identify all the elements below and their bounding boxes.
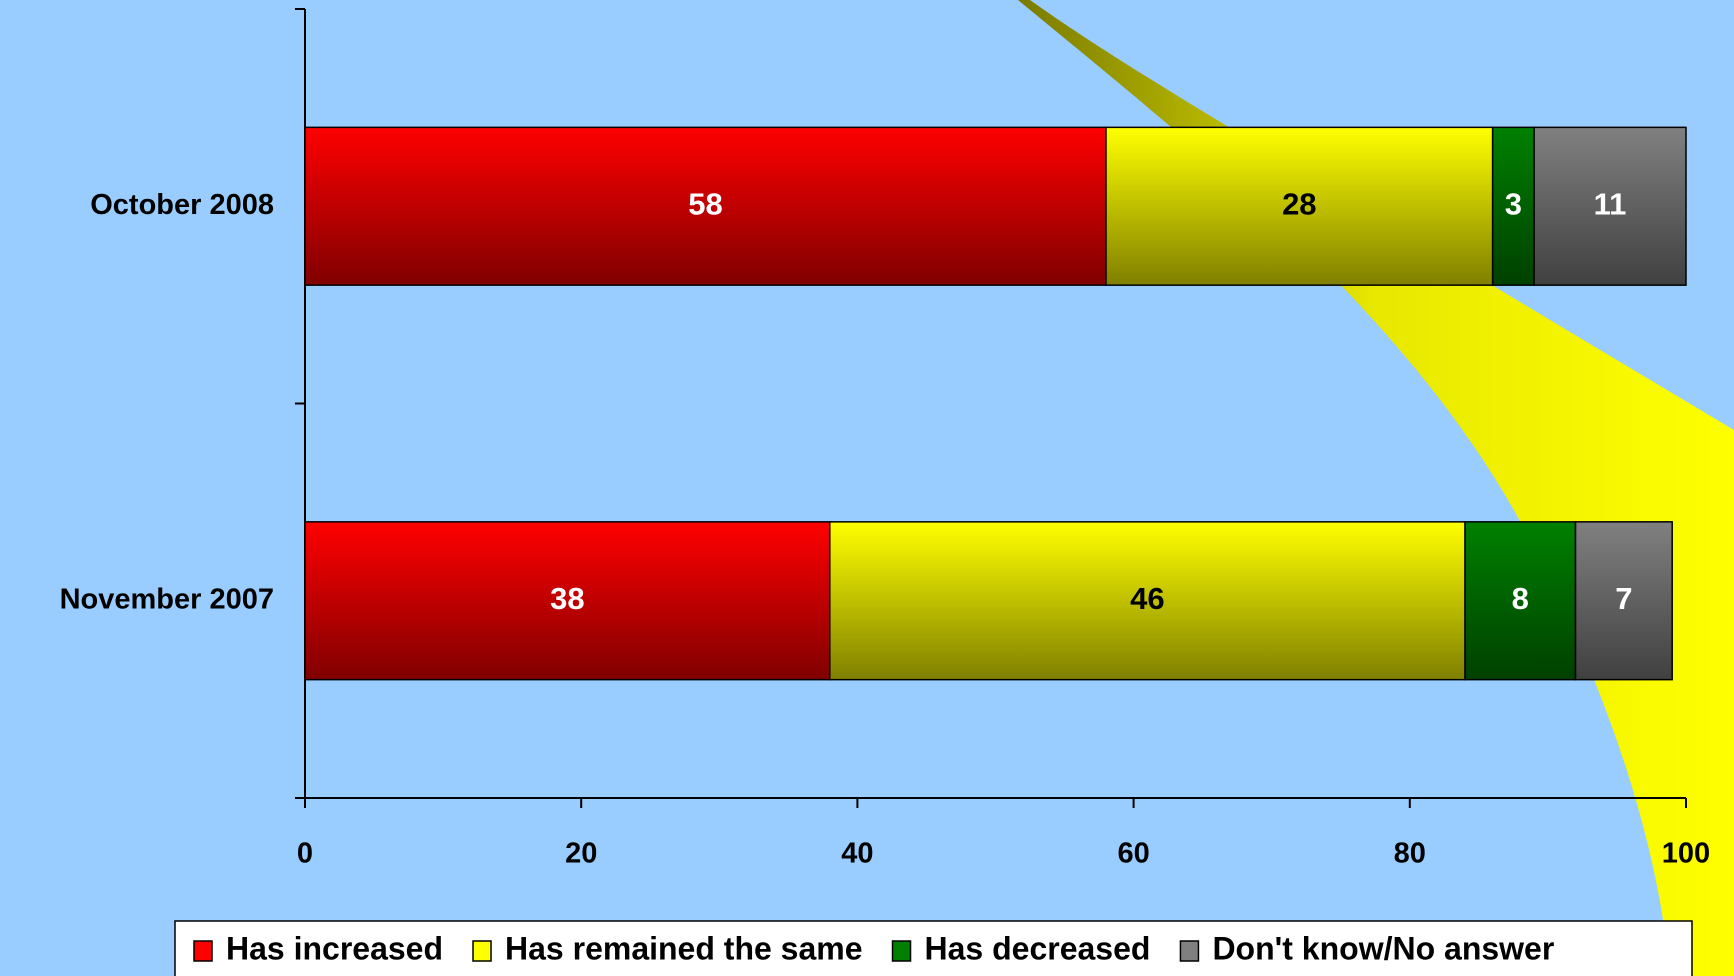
x-tick-label: 100: [1662, 838, 1710, 870]
bar-shade: [304, 521, 831, 681]
legend-label: Has increased: [226, 930, 443, 966]
bar-shade: [1105, 126, 1494, 286]
x-tick-label: 80: [1394, 838, 1426, 870]
legend-swatch: [1179, 940, 1200, 962]
data-label: 58: [688, 186, 722, 221]
legend-swatch: [472, 940, 492, 962]
legend-label: Has remained the same: [505, 930, 863, 966]
data-label: 8: [1512, 581, 1529, 616]
x-tick-label: 20: [565, 838, 597, 870]
data-label: 3: [1505, 186, 1522, 221]
bar-shade: [304, 126, 1107, 286]
data-label: 46: [1130, 581, 1164, 616]
bar-shade: [1491, 126, 1535, 286]
bar-shade: [1574, 521, 1673, 681]
x-tick-label: 0: [297, 838, 313, 870]
category-label: November 2007: [60, 583, 274, 615]
data-label: 7: [1615, 581, 1632, 616]
bar-shade: [1533, 126, 1687, 286]
bar-shade: [1464, 521, 1577, 681]
category-label: October 2008: [90, 189, 274, 221]
data-label: 11: [1594, 186, 1627, 221]
data-label: 38: [550, 581, 584, 616]
x-tick-label: 40: [841, 838, 873, 870]
legend-swatch: [891, 940, 912, 962]
decorative-swoosh: [1018, 0, 1734, 976]
x-tick-label: 60: [1117, 838, 1149, 870]
data-label: 28: [1282, 186, 1316, 221]
bar-shade: [829, 521, 1466, 681]
legend-swatch: [193, 940, 213, 962]
legend-label: Has decreased: [925, 930, 1151, 966]
legend-box: [174, 920, 1693, 976]
legend-label: Don't know/No answer: [1212, 930, 1554, 966]
